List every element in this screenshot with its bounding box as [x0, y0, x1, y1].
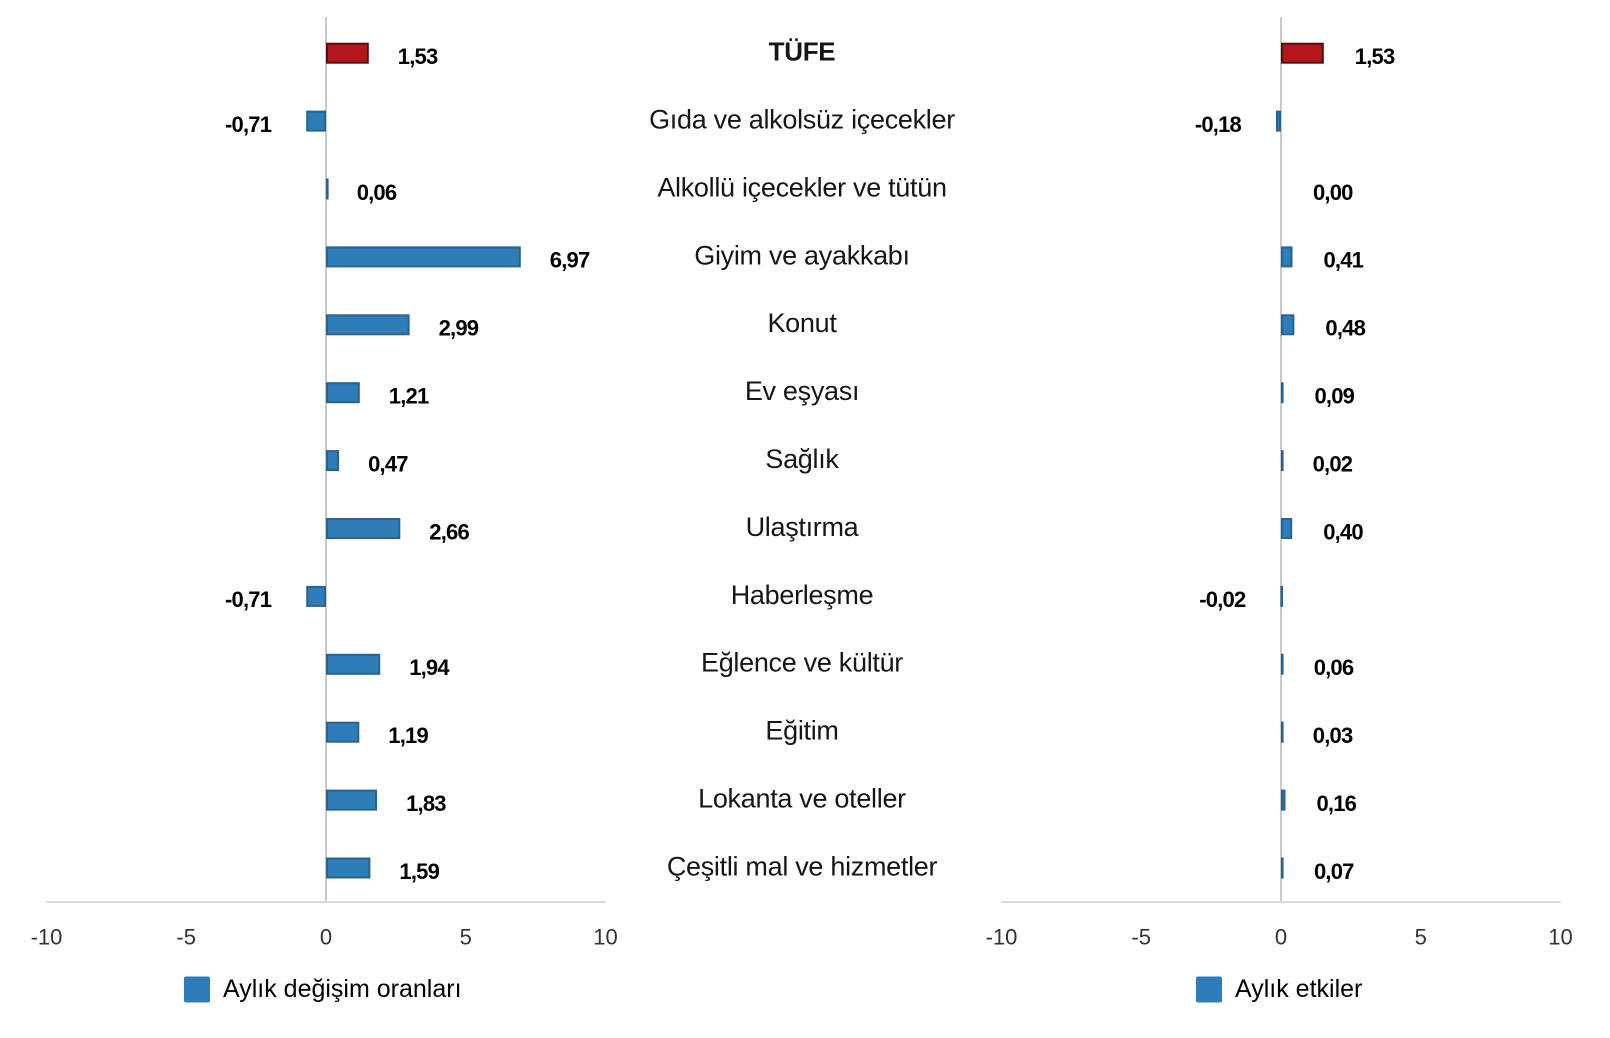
svg-text:1,94: 1,94: [409, 655, 450, 680]
svg-text:0,41: 0,41: [1324, 248, 1364, 273]
svg-text:-5: -5: [1131, 925, 1151, 950]
svg-text:0,03: 0,03: [1313, 723, 1353, 748]
svg-text:-0,71: -0,71: [225, 112, 272, 137]
svg-text:-10: -10: [986, 925, 1018, 950]
svg-text:Aylık değişim oranları: Aylık değişim oranları: [223, 975, 462, 1003]
svg-text:0,40: 0,40: [1323, 519, 1363, 544]
svg-text:10: 10: [1548, 925, 1572, 950]
svg-text:Eğitim: Eğitim: [765, 716, 838, 746]
svg-text:Aylık etkiler: Aylık etkiler: [1235, 975, 1362, 1003]
svg-text:2,99: 2,99: [439, 316, 479, 341]
svg-text:0,06: 0,06: [357, 180, 397, 205]
svg-text:-0,02: -0,02: [1199, 587, 1246, 612]
svg-text:10: 10: [593, 925, 617, 950]
svg-text:Ev eşyası: Ev eşyası: [745, 376, 859, 406]
svg-text:TÜFE: TÜFE: [769, 36, 836, 66]
svg-text:1,53: 1,53: [398, 44, 438, 69]
svg-text:0: 0: [320, 925, 332, 950]
svg-text:Lokanta ve oteller: Lokanta ve oteller: [698, 784, 906, 814]
svg-text:1,83: 1,83: [406, 791, 446, 816]
svg-text:0: 0: [1275, 925, 1287, 950]
svg-text:1,59: 1,59: [399, 859, 439, 884]
svg-text:2,66: 2,66: [429, 519, 469, 544]
svg-text:Eğlence ve kültür: Eğlence ve kültür: [701, 648, 903, 678]
svg-text:0,16: 0,16: [1317, 791, 1357, 816]
svg-text:-5: -5: [176, 925, 196, 950]
svg-text:-0,18: -0,18: [1195, 112, 1242, 137]
svg-text:0,02: 0,02: [1313, 451, 1353, 476]
svg-text:Çeşitli mal ve hizmetler: Çeşitli mal ve hizmetler: [667, 851, 938, 881]
svg-text:1,21: 1,21: [389, 384, 429, 409]
svg-text:0,06: 0,06: [1314, 655, 1354, 680]
svg-text:-10: -10: [31, 925, 63, 950]
svg-text:Sağlık: Sağlık: [765, 444, 839, 474]
svg-text:0,00: 0,00: [1313, 180, 1353, 205]
svg-text:Gıda ve alkolsüz içecekler: Gıda ve alkolsüz içecekler: [649, 105, 955, 135]
svg-text:5: 5: [1415, 925, 1427, 950]
svg-text:6,97: 6,97: [550, 248, 590, 273]
svg-text:0,47: 0,47: [368, 451, 408, 476]
svg-text:Konut: Konut: [767, 308, 837, 338]
svg-text:Alkollü içecekler ve tütün: Alkollü içecekler ve tütün: [657, 172, 946, 202]
svg-text:Haberleşme: Haberleşme: [731, 580, 874, 610]
svg-text:0,48: 0,48: [1325, 316, 1365, 341]
svg-text:-0,71: -0,71: [225, 587, 272, 612]
svg-text:5: 5: [460, 925, 472, 950]
svg-text:1,19: 1,19: [388, 723, 428, 748]
svg-text:1,53: 1,53: [1355, 44, 1395, 69]
svg-text:Giyim ve ayakkabı: Giyim ve ayakkabı: [694, 240, 909, 270]
svg-text:Ulaştırma: Ulaştırma: [746, 512, 860, 542]
svg-text:0,07: 0,07: [1314, 859, 1354, 884]
svg-text:0,09: 0,09: [1315, 384, 1355, 409]
